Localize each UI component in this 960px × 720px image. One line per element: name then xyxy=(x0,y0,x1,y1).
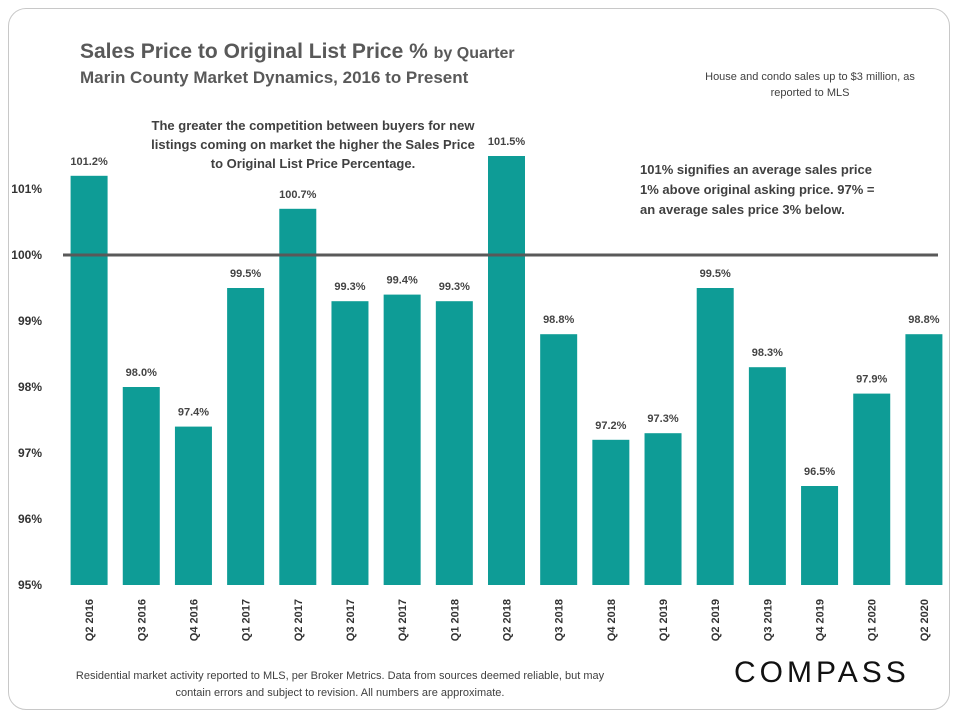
x-tick-label: Q1 2018 xyxy=(449,599,461,641)
x-tick-label: Q1 2017 xyxy=(241,599,253,641)
y-tick-label: 95% xyxy=(18,578,42,592)
bar xyxy=(383,294,421,585)
data-label: 97.4% xyxy=(178,407,209,419)
y-tick-label: 97% xyxy=(18,446,42,460)
data-label: 96.5% xyxy=(804,466,835,478)
annotation-explanation: 101% signifies an average sales price 1%… xyxy=(632,158,898,222)
bar xyxy=(644,433,682,585)
bar xyxy=(122,387,160,585)
bar xyxy=(540,334,578,585)
x-tick-label: Q4 2019 xyxy=(815,599,827,641)
bar xyxy=(488,156,525,585)
data-label: 98.8% xyxy=(908,314,939,326)
compass-logo: COMPASS xyxy=(734,656,910,689)
data-label: 99.3% xyxy=(439,281,470,293)
data-label: 101.2% xyxy=(70,156,108,168)
data-label: 98.0% xyxy=(126,367,157,379)
y-tick-label: 100% xyxy=(11,248,42,262)
title-suffix: by Quarter xyxy=(433,45,515,62)
bar xyxy=(435,301,473,585)
x-tick-label: Q2 2019 xyxy=(710,599,722,641)
bar xyxy=(331,301,369,585)
source-note-top: House and condo sales up to $3 million, … xyxy=(705,71,915,99)
x-tick-label: Q1 2019 xyxy=(658,599,670,641)
x-tick-label: Q2 2016 xyxy=(84,599,96,641)
bar xyxy=(174,426,212,585)
bar xyxy=(227,288,265,585)
bar xyxy=(853,393,891,585)
y-tick-label: 98% xyxy=(18,380,42,394)
data-label: 101.5% xyxy=(488,136,526,148)
x-tick-label: Q2 2020 xyxy=(919,599,931,641)
data-label: 97.2% xyxy=(595,420,626,432)
x-tick-label: Q4 2018 xyxy=(606,599,618,641)
data-label: 100.7% xyxy=(279,189,317,201)
x-tick-label: Q2 2017 xyxy=(293,599,305,641)
data-label: 99.5% xyxy=(700,268,731,280)
x-tick-label: Q3 2018 xyxy=(554,599,566,641)
y-tick-label: 99% xyxy=(18,314,42,328)
bar xyxy=(801,486,839,585)
chart-subtitle: Marin County Market Dynamics, 2016 to Pr… xyxy=(80,68,469,87)
x-tick-label: Q3 2017 xyxy=(345,599,357,641)
data-label: 97.3% xyxy=(647,413,678,425)
y-tick-label: 96% xyxy=(18,512,42,526)
chart-title: Sales Price to Original List Price % by … xyxy=(80,40,515,64)
x-tick-label: Q2 2018 xyxy=(502,599,514,641)
data-label: 99.3% xyxy=(334,281,365,293)
x-tick-label: Q3 2016 xyxy=(136,599,148,641)
data-label: 97.9% xyxy=(856,374,887,386)
bar xyxy=(70,175,108,586)
data-label: 98.8% xyxy=(543,314,574,326)
annotation-competition: The greater the competition between buye… xyxy=(148,116,478,173)
bar xyxy=(279,208,317,586)
x-tick-label: Q4 2017 xyxy=(397,599,409,641)
bar xyxy=(905,334,943,585)
x-tick-label: Q3 2019 xyxy=(762,599,774,641)
bar xyxy=(696,288,734,585)
y-tick-label: 101% xyxy=(11,182,42,196)
bar xyxy=(748,367,786,585)
footer-disclaimer: Residential market activity reported to … xyxy=(75,670,605,699)
data-label: 98.3% xyxy=(752,347,783,359)
data-label: 99.5% xyxy=(230,268,261,280)
title-main: Sales Price to Original List Price % xyxy=(80,40,428,63)
bar xyxy=(592,439,630,585)
data-label: 99.4% xyxy=(387,275,418,287)
x-tick-label: Q4 2016 xyxy=(188,599,200,641)
x-tick-label: Q1 2020 xyxy=(867,599,879,641)
